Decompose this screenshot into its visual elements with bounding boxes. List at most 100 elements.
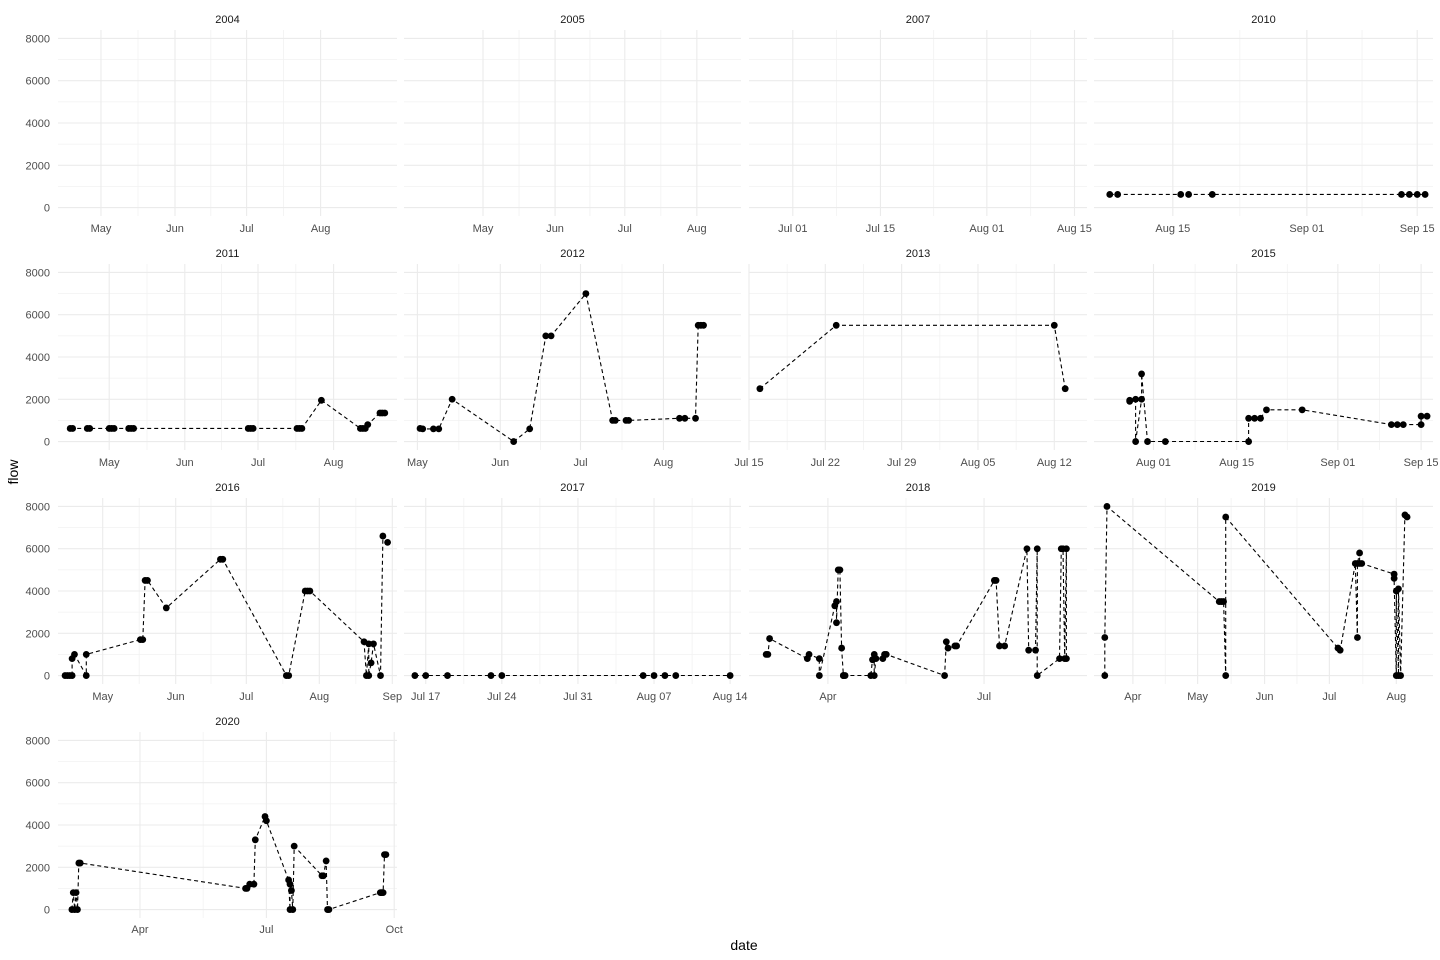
data-point <box>833 598 840 605</box>
x-tick-label: Aug 01 <box>969 223 1004 235</box>
data-point <box>370 640 377 648</box>
data-point <box>1222 672 1230 679</box>
x-tick-label: Jul 22 <box>811 457 840 469</box>
data-point <box>1423 412 1431 420</box>
data-point <box>1336 646 1344 654</box>
x-tick-label: Jul <box>251 457 265 469</box>
data-point <box>681 414 689 422</box>
data-point <box>1032 646 1039 654</box>
data-point <box>510 438 518 445</box>
data-point <box>625 417 633 424</box>
facet-title: 2015 <box>1251 248 1275 260</box>
y-tick-label: 0 <box>44 437 50 449</box>
data-point <box>872 655 880 663</box>
data-point <box>498 672 506 679</box>
data-point <box>422 672 430 679</box>
x-tick-label: Jul 15 <box>866 223 895 235</box>
data-point <box>1056 655 1063 663</box>
y-tick-label: 6000 <box>26 76 50 88</box>
data-point <box>764 651 772 658</box>
series-line <box>759 324 1066 390</box>
data-point <box>110 425 118 432</box>
facet-title: 2011 <box>216 248 240 260</box>
data-point <box>139 636 147 644</box>
facet-title: 2016 <box>215 482 239 494</box>
x-tick-label: May <box>92 691 113 703</box>
data-point <box>487 672 495 679</box>
facet-panel-2005: 2005 May Jun Jul Aug <box>404 14 741 235</box>
data-point <box>542 332 550 340</box>
data-point <box>286 880 294 888</box>
y-tick-label: 0 <box>44 905 50 917</box>
y-tick-label: 4000 <box>26 820 50 832</box>
data-point <box>841 672 849 679</box>
data-point <box>1354 634 1361 641</box>
y-tick-label: 6000 <box>26 778 50 790</box>
data-point <box>1138 395 1145 403</box>
data-point <box>1421 191 1429 198</box>
data-point <box>756 385 764 393</box>
x-tick-label: Aug 12 <box>1037 457 1072 469</box>
data-point <box>1390 574 1398 582</box>
y-axis-title: flow <box>5 459 21 485</box>
x-tick-label: May <box>91 223 112 235</box>
x-tick-label: Aug 15 <box>1155 223 1190 235</box>
data-point <box>996 642 1003 650</box>
data-point <box>1405 191 1413 198</box>
facet-title: 2010 <box>1251 14 1275 26</box>
data-point <box>1023 545 1031 553</box>
facet-panel-2011: 2011 May Jun Jul Aug 0 2000 4000 6000 8000 <box>26 248 397 469</box>
data-point <box>1106 191 1114 198</box>
data-point <box>815 672 823 679</box>
data-point <box>1263 406 1270 414</box>
data-point <box>382 851 390 858</box>
data-point <box>1063 545 1070 553</box>
data-point <box>1177 191 1185 198</box>
x-tick-label: Jul <box>239 691 253 703</box>
data-point <box>526 425 534 433</box>
data-point <box>379 889 387 897</box>
data-point <box>384 538 391 546</box>
data-point <box>942 638 950 646</box>
facet-title: 2020 <box>215 716 239 728</box>
data-point <box>288 887 295 894</box>
data-point <box>325 906 333 913</box>
x-tick-label: Aug 14 <box>713 691 748 703</box>
data-point <box>71 651 78 658</box>
data-point <box>1399 421 1407 429</box>
x-tick-label: Apr <box>819 691 836 703</box>
data-point <box>1413 191 1421 198</box>
x-tick-label: Jul <box>618 223 632 235</box>
data-point <box>379 532 387 540</box>
data-point <box>1417 412 1425 420</box>
y-tick-label: 4000 <box>26 586 50 598</box>
x-tick-label: Aug 15 <box>1219 457 1254 469</box>
facet-title: 2012 <box>560 248 584 260</box>
x-tick-label: Aug <box>311 223 331 235</box>
data-point <box>448 395 456 403</box>
data-point <box>74 906 81 913</box>
x-tick-label: Jun <box>491 457 509 469</box>
data-point <box>838 644 846 652</box>
data-point <box>1220 598 1227 605</box>
data-point <box>1356 549 1363 557</box>
data-point <box>1132 395 1140 403</box>
data-point <box>1033 672 1041 679</box>
facet-title: 2013 <box>906 248 930 260</box>
series-line <box>70 399 385 429</box>
data-point <box>1398 191 1405 198</box>
series-line <box>1129 373 1428 443</box>
facet-panels: 2004 May Jun Jul Aug 0 2000 4000 6000 8000 2005 May… <box>26 14 1439 936</box>
x-tick-label: Jul 31 <box>563 691 592 703</box>
series-line <box>419 292 704 443</box>
data-point <box>1061 385 1069 393</box>
data-point <box>833 619 840 627</box>
facet-panel-2018: 2018 Apr Jul <box>749 482 1087 703</box>
data-point <box>411 672 419 679</box>
data-point <box>1126 397 1134 405</box>
data-point <box>1403 513 1411 521</box>
data-point <box>289 906 297 913</box>
data-point <box>377 672 384 679</box>
data-point <box>1101 672 1109 679</box>
